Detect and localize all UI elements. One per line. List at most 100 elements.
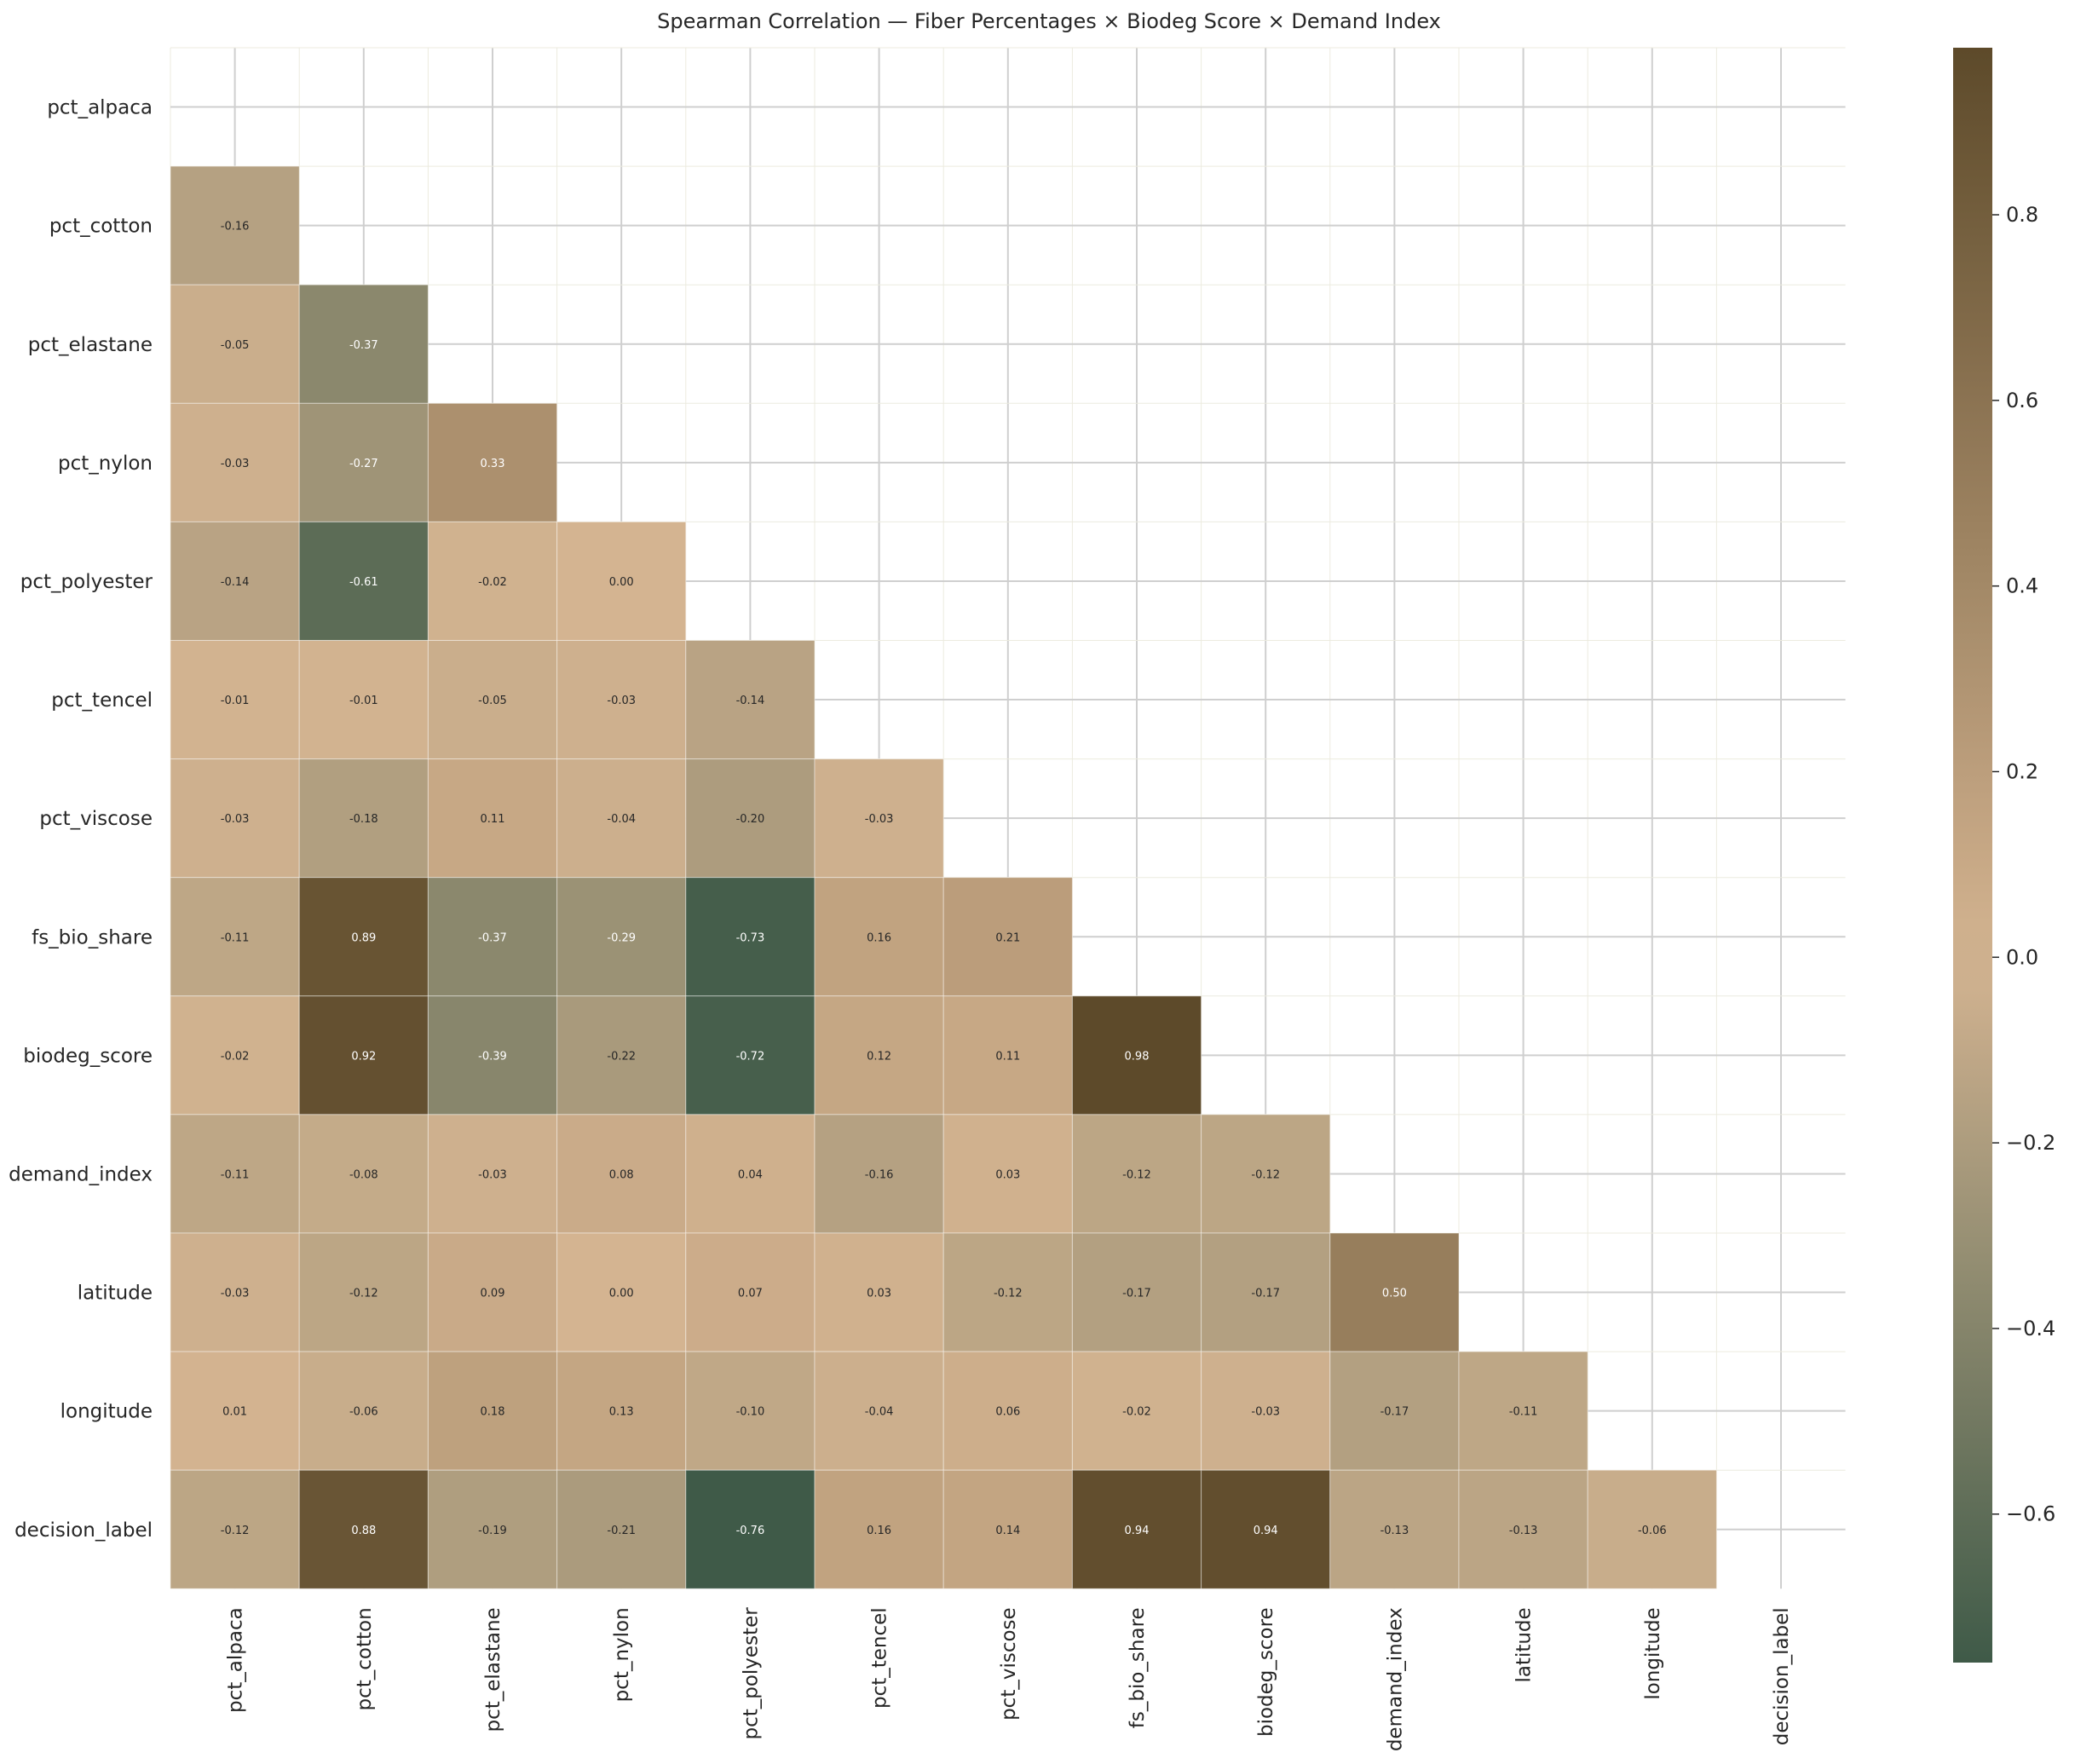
heatmap-cell: [427, 995, 558, 1115]
heatmap-cell: [427, 521, 558, 642]
cell-value-label: -0.37: [478, 931, 507, 944]
row-label: pct_alpaca: [47, 97, 153, 119]
cell-value-label: 0.12: [867, 1050, 891, 1063]
cell-value-label: 0.94: [1254, 1525, 1278, 1537]
cell-value-label: -0.13: [1380, 1525, 1409, 1537]
cell-value-label: 0.21: [995, 931, 1020, 944]
heatmap-cell: [685, 640, 816, 760]
cell-value-label: 0.01: [222, 1406, 247, 1419]
heatmap-cell: [170, 1114, 300, 1234]
column-label: demand_index: [1384, 1607, 1406, 1751]
cell-value-label: -0.03: [221, 813, 250, 826]
heatmap-cell: [942, 877, 1073, 997]
heatmap-cell: [556, 1469, 687, 1589]
column-labels: pct_alpaca pct_cotton pct_elastane pct_nylo…: [225, 1607, 1793, 1751]
cell-value-label: -0.03: [221, 458, 250, 470]
column-label: biodeg_score: [1255, 1607, 1277, 1737]
colorbar-tick-label: 0.2: [2006, 759, 2038, 783]
heatmap-cell: [427, 640, 558, 760]
heatmap-cell: [814, 1469, 944, 1589]
cell-value-label: -0.20: [736, 813, 765, 826]
cell-value-label: -0.12: [994, 1288, 1023, 1300]
heatmap-cell: [427, 877, 558, 997]
colorbar-tick-label: −0.2: [2006, 1131, 2055, 1155]
cell-value-label: -0.01: [221, 695, 250, 707]
cell-value-label: 0.00: [609, 1288, 634, 1300]
cell-value-label: 0.08: [609, 1168, 634, 1181]
cell-value-label: -0.06: [1638, 1525, 1667, 1537]
heatmap-cell: [1071, 995, 1202, 1115]
heatmap-cell: [1071, 1114, 1202, 1234]
colorbar-tick-label: 0.4: [2006, 574, 2038, 598]
cell-value-label: 0.06: [995, 1406, 1020, 1419]
column-label: pct_alpaca: [225, 1607, 247, 1713]
cell-value-label: -0.05: [221, 339, 250, 352]
column-label: decision_label: [1771, 1607, 1793, 1745]
row-label: longitude: [61, 1401, 153, 1423]
cell-value-label: -0.03: [221, 1288, 250, 1300]
cell-value-label: -0.22: [607, 1050, 636, 1063]
cell-value-label: -0.11: [221, 931, 250, 944]
heatmap-cell: [942, 1232, 1073, 1352]
heatmap-cell: [298, 521, 429, 642]
heatmap-cell: [1458, 1351, 1588, 1471]
cell-value-label: -0.16: [221, 221, 250, 233]
heatmap-cell: [170, 1469, 300, 1589]
heatmap-cell: [1329, 1232, 1460, 1352]
cell-value-label: -0.17: [1122, 1288, 1151, 1300]
column-label: pct_nylon: [611, 1607, 633, 1702]
cell-value-label: -0.11: [221, 1168, 250, 1181]
column-label: fs_bio_share: [1127, 1607, 1149, 1728]
cell-value-label: -0.05: [478, 695, 507, 707]
heatmap-cell: [685, 1469, 816, 1589]
cell-value-label: -0.12: [1122, 1168, 1151, 1181]
cell-value-label: 0.50: [1382, 1288, 1407, 1300]
heatmap-cell: [170, 165, 300, 285]
heatmap-cell: [814, 995, 944, 1115]
cell-value-label: -0.02: [221, 1050, 250, 1063]
row-label: pct_cotton: [49, 216, 153, 238]
cell-value-label: 0.04: [738, 1168, 763, 1181]
column-label: pct_polyester: [740, 1607, 762, 1740]
row-label: decision_label: [14, 1519, 153, 1542]
cell-value-label: -0.14: [736, 695, 765, 707]
heatmap-cell: [170, 521, 300, 642]
colorbar-tick-label: 0.0: [2006, 945, 2038, 969]
colorbar-tick-label: −0.4: [2006, 1317, 2055, 1340]
cell-value-label: -0.16: [865, 1168, 894, 1181]
cell-value-label: 0.07: [738, 1288, 763, 1300]
heatmap-cell: [814, 1114, 944, 1234]
cell-value-label: -0.12: [349, 1288, 378, 1300]
cell-value-label: -0.73: [736, 931, 765, 944]
heatmap-cell: [298, 284, 429, 404]
cell-value-label: 0.03: [867, 1288, 891, 1300]
cell-value-label: 0.11: [995, 1050, 1020, 1063]
cell-value-label: -0.39: [478, 1050, 507, 1063]
cell-value-label: 0.11: [481, 813, 505, 826]
heatmap-cell: [170, 877, 300, 997]
column-label: pct_elastane: [482, 1607, 504, 1732]
row-label: latitude: [78, 1283, 153, 1305]
heatmap-cell: [1201, 1469, 1331, 1589]
cell-value-label: -0.72: [736, 1050, 765, 1063]
heatmap-cell: [814, 758, 944, 879]
colorbar-tick-label: 0.6: [2006, 389, 2038, 412]
heatmap-cell: [427, 402, 558, 522]
cell-value-label: 0.09: [481, 1288, 505, 1300]
heatmap-cell: [298, 1232, 429, 1352]
heatmap-cell: [427, 1469, 558, 1589]
heatmap-cell: [298, 995, 429, 1115]
column-label: pct_cotton: [354, 1607, 376, 1710]
cell-annotations: -0.16 -0.05 -0.37 -0.03 -0.27 0.33 -0.14 -0.61 -…: [221, 221, 1667, 1537]
cell-value-label: -0.19: [478, 1525, 507, 1537]
cell-value-label: 0.16: [867, 1525, 891, 1537]
row-labels: pct_alpaca pct_cotton pct_elastane pct_nylo…: [9, 97, 153, 1542]
cell-value-label: 0.33: [481, 458, 505, 470]
cell-value-label: 0.16: [867, 931, 891, 944]
heatmap-cell: [170, 284, 300, 404]
heatmap-cell: [1071, 1469, 1202, 1589]
colorbar: −0.6 −0.4 −0.2 0.0 0.2 0.4 0.6 0.8: [1953, 48, 2055, 1663]
heatmap-cell: [942, 1351, 1073, 1471]
cell-value-label: -0.37: [349, 339, 378, 352]
